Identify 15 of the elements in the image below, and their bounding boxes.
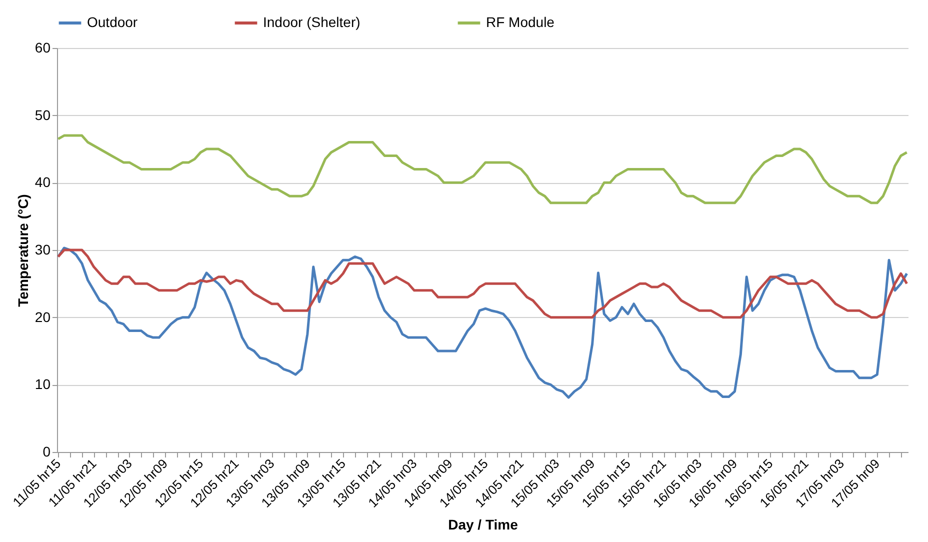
legend-label: RF Module [486,14,555,30]
line-series [56,248,908,319]
legend-label: Indoor (Shelter) [263,14,360,30]
y-tick-label: 30 [34,242,51,258]
y-tick-label: 40 [34,174,51,190]
y-tick-label: 0 [42,444,51,460]
line-series [56,246,908,399]
y-tick-label: 60 [34,40,51,56]
y-tick-label: 10 [34,376,51,392]
y-tick-label: 20 [34,308,51,325]
y-axis-title: Temperature (°C) [14,194,31,307]
line-series [56,134,908,204]
x-axis-title: Day / Time [448,516,518,532]
y-tick-label: 50 [34,106,51,123]
legend-label: Outdoor [87,14,138,30]
